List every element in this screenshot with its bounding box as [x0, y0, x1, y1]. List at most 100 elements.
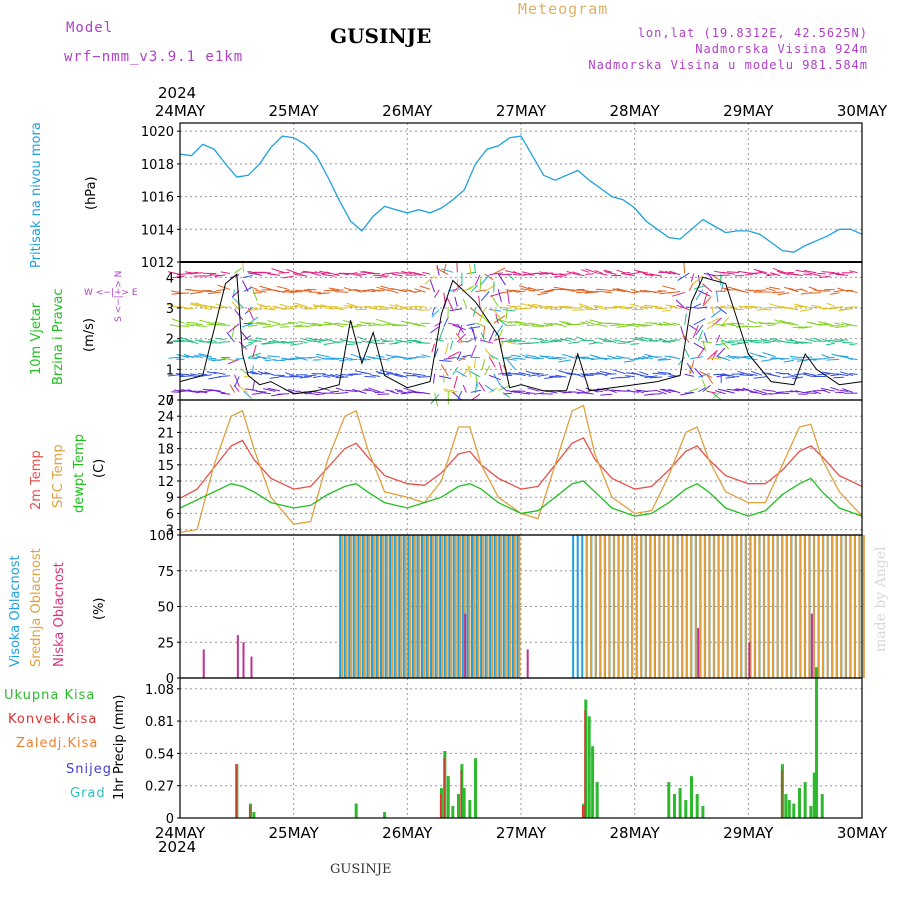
- wind-barb: [305, 324, 317, 328]
- wind-barb: [632, 290, 644, 294]
- cloud-bar: [427, 535, 430, 678]
- wind-barb: [452, 391, 463, 401]
- wind-barb: [376, 318, 390, 324]
- wind-barb: [499, 306, 512, 309]
- wind-barb: [829, 307, 840, 310]
- wind-barb: [199, 306, 212, 311]
- cloud-bar: [361, 535, 364, 678]
- wind-barb: [669, 270, 681, 276]
- precip-tick: 0.81: [145, 715, 174, 730]
- wind-barb: [642, 355, 653, 360]
- wind-barb: [237, 385, 249, 394]
- wind-barb: [599, 370, 613, 375]
- wind-barb: [766, 322, 781, 325]
- cloud-bar: [667, 535, 670, 678]
- wind-barb: [267, 387, 281, 392]
- wind-barb: [430, 393, 440, 405]
- cloud-low-bar: [464, 613, 467, 678]
- cloud-bar: [425, 535, 428, 678]
- cloud-tick: 75: [157, 565, 174, 580]
- wind-barb: [780, 358, 790, 360]
- wind-barb: [175, 292, 190, 295]
- cloud-bar: [753, 535, 756, 678]
- wind-barb: [531, 372, 544, 375]
- wind-barb: [826, 358, 840, 361]
- wind-barb: [532, 303, 544, 307]
- wind-barb: [727, 286, 740, 291]
- wind-barb: [302, 270, 317, 274]
- wind-barb: [186, 288, 199, 292]
- wind-barb: [454, 296, 458, 307]
- wind-barb: [493, 267, 506, 275]
- wind-barb: [630, 343, 640, 345]
- wind-barb: [822, 389, 831, 394]
- wind-barb: [779, 319, 790, 324]
- wind-barb: [471, 393, 481, 401]
- temp-tick: 15: [157, 459, 174, 474]
- wind-barb: [502, 392, 511, 399]
- wind-barb: [289, 340, 299, 343]
- wind-barb: [202, 275, 212, 277]
- wind-barb: [799, 288, 808, 293]
- wind-barb: [715, 343, 726, 346]
- cloud-bar: [339, 535, 342, 678]
- wind-barb: [782, 376, 794, 378]
- wind-barb: [792, 376, 803, 380]
- temp-tick: 21: [157, 426, 174, 441]
- wind-barb: [783, 359, 794, 363]
- cloud-bar: [603, 535, 606, 678]
- wind-barb: [803, 273, 813, 276]
- wind-barb: [269, 376, 281, 379]
- wind-barb: [726, 388, 740, 392]
- wind-barb: [672, 291, 685, 297]
- date-tick-bottom: 29MAY: [723, 824, 774, 842]
- wind-barb: [560, 288, 572, 291]
- wind-barb: [246, 371, 258, 375]
- wind-barb: [466, 285, 474, 291]
- wind-barb: [360, 371, 372, 375]
- wind-barb: [540, 290, 553, 293]
- wind-barb: [335, 376, 349, 379]
- wind-barb: [805, 338, 817, 343]
- wind-barb: [585, 320, 594, 325]
- wind-barb: [511, 289, 522, 292]
- precip-tick: 0.27: [145, 780, 174, 795]
- wind-barb: [789, 273, 803, 276]
- wind-barb: [446, 297, 454, 310]
- wind-barb: [737, 270, 749, 274]
- wind-barb: [206, 371, 217, 374]
- wind-barb: [789, 308, 799, 311]
- precip-total-bar: [695, 794, 699, 818]
- wind-barb: [235, 358, 244, 360]
- wind-barb: [439, 359, 452, 362]
- wind-barb: [761, 359, 772, 362]
- precip-conv-bar: [235, 764, 237, 818]
- wind-barb: [190, 291, 203, 295]
- cloud-bar: [489, 535, 492, 678]
- wind-barb: [521, 271, 531, 275]
- cloud-bar: [432, 535, 435, 678]
- wind-barb: [593, 355, 608, 361]
- wind-barb: [839, 390, 849, 392]
- wind-barb: [321, 273, 335, 277]
- wind-barb: [556, 305, 567, 308]
- date-tick-top: 24MAY: [155, 102, 206, 120]
- wind-barb: [377, 372, 390, 376]
- cloud-bar: [430, 535, 433, 678]
- wind-barb: [190, 302, 203, 307]
- wind-barb: [610, 376, 622, 379]
- wind-barb: [461, 354, 472, 358]
- wind-barb: [839, 308, 853, 311]
- wind-barb: [657, 390, 667, 395]
- wind-barb: [684, 313, 687, 325]
- precip-conv-bar: [780, 770, 783, 818]
- wind-barb: [433, 289, 440, 299]
- cloud-bar: [744, 535, 747, 678]
- wind-barb: [616, 324, 631, 328]
- wind-barb: [234, 309, 244, 321]
- wind-barb: [638, 357, 649, 359]
- wind-barb: [475, 289, 486, 293]
- wind-tick: 3: [166, 302, 174, 317]
- wind-barb: [762, 308, 772, 311]
- wind-barb: [686, 362, 695, 374]
